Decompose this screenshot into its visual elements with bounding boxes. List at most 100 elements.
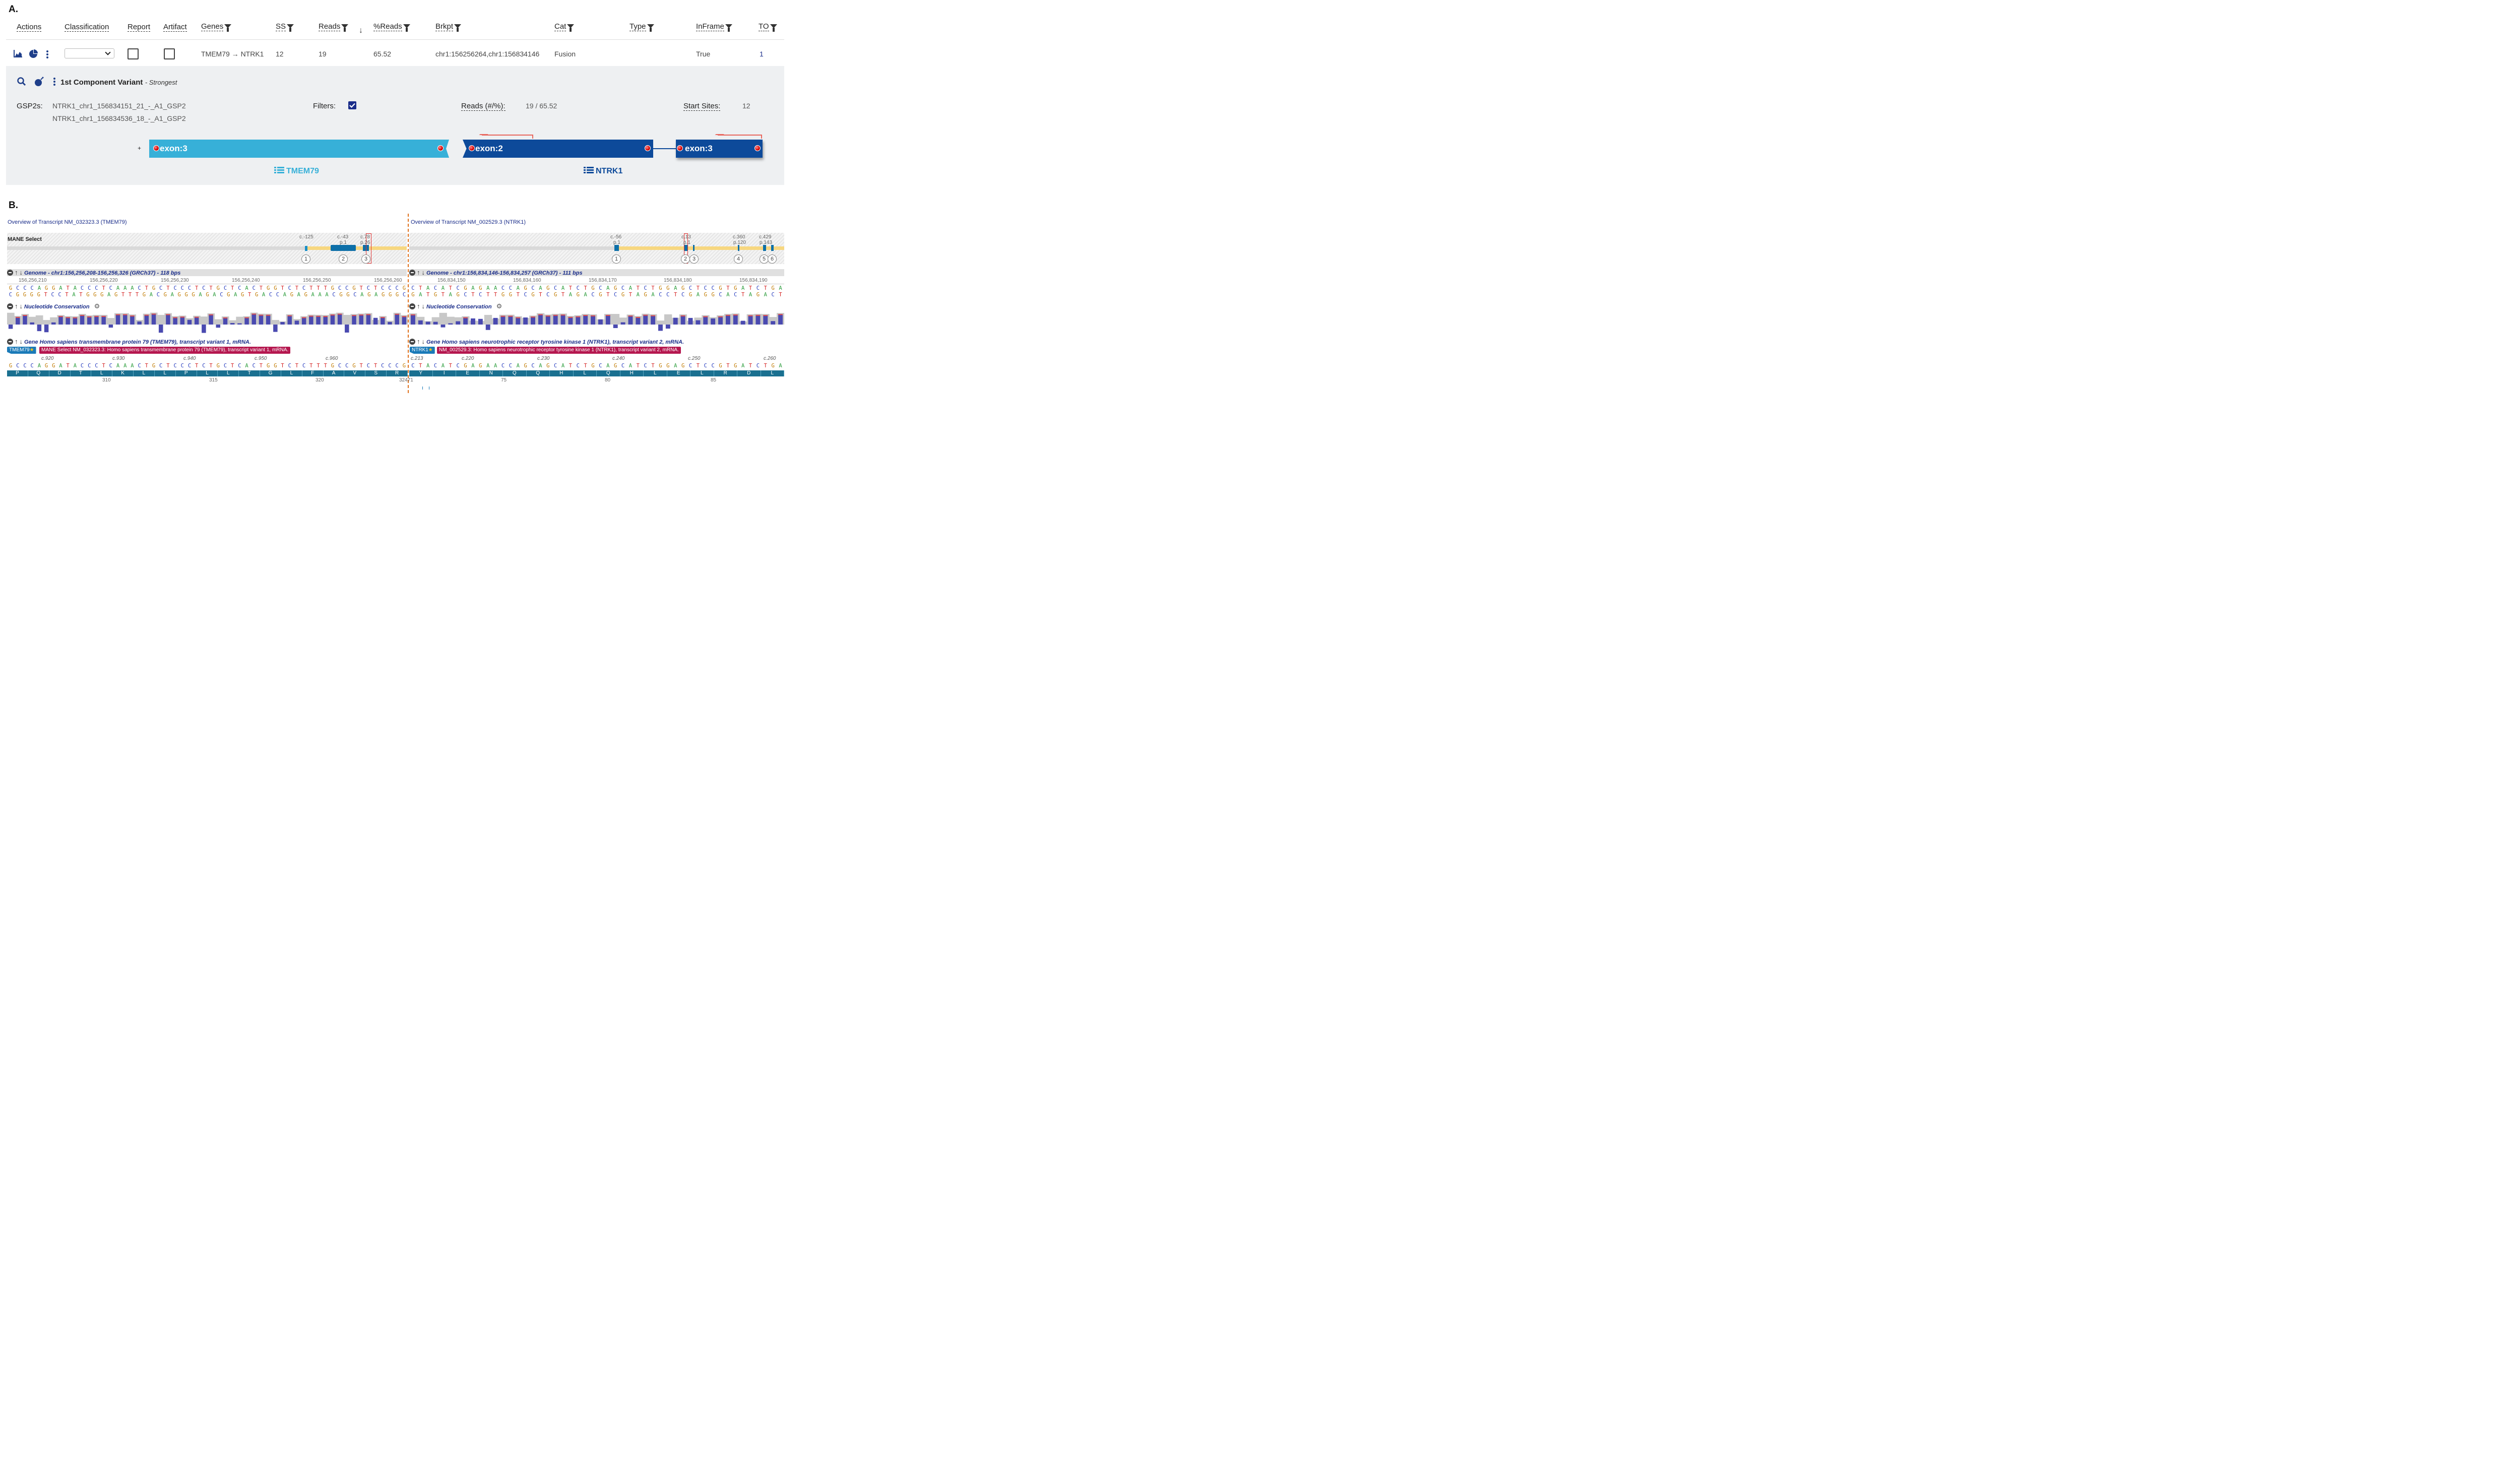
nucleotide: T <box>209 363 213 369</box>
header-genes[interactable]: Genes <box>201 22 224 31</box>
gear-icon[interactable]: ⚙ <box>496 302 502 310</box>
move-up-icon[interactable]: ↑ <box>15 338 18 345</box>
filter-icon[interactable] <box>454 24 462 32</box>
exon-block-ntrk1-2[interactable]: exon:2 <box>463 140 653 158</box>
transcript-tag-left[interactable]: MANE Select NM_032323.3: Homo sapiens tr… <box>39 347 291 354</box>
pie-chart-icon[interactable] <box>29 49 38 58</box>
nucleotide: A <box>493 285 497 291</box>
conservation-cap <box>23 315 27 316</box>
header-ss[interactable]: SS <box>276 22 286 31</box>
header-reads[interactable]: Reads <box>319 22 341 31</box>
chart-area-icon[interactable] <box>14 49 23 57</box>
genome-ruler-right: 156,834,150 156,834,160 156,834,170 156,… <box>409 277 784 284</box>
nucleotide: G <box>704 292 707 298</box>
exon-number[interactable]: 2 <box>339 254 348 264</box>
header-to[interactable]: TO <box>759 22 769 31</box>
gear-icon[interactable]: ⚙ <box>94 302 100 310</box>
conservation-bar <box>58 316 63 325</box>
nucleotide: T <box>102 363 105 369</box>
header-to-group[interactable]: TO <box>759 22 777 32</box>
gene-link-ntrk1[interactable]: NTRK1 <box>584 167 622 176</box>
exon-block-tmem79[interactable]: exon:3 <box>149 140 449 158</box>
overview-title-left[interactable]: Overview of Transcript NM_032323.3 (TMEM… <box>8 219 127 225</box>
move-down-icon[interactable]: ↓ <box>19 338 23 345</box>
collapse-icon[interactable] <box>409 339 415 345</box>
to-value[interactable]: 1 <box>760 50 764 58</box>
filter-icon[interactable] <box>287 24 294 32</box>
filter-icon[interactable] <box>647 24 654 32</box>
header-genes-group[interactable]: Genes <box>201 22 232 32</box>
nucleotide: T <box>128 292 132 298</box>
filters-checkbox[interactable] <box>348 101 356 109</box>
move-down-icon[interactable]: ↓ <box>421 338 425 345</box>
overview-title-right[interactable]: Overview of Transcript NM_002529.3 (NTRK… <box>411 219 526 225</box>
move-up-icon[interactable]: ↑ <box>15 269 18 276</box>
filter-icon[interactable] <box>770 24 777 32</box>
artifact-checkbox[interactable] <box>164 48 175 59</box>
header-pct-reads[interactable]: %Reads <box>373 22 402 31</box>
classification-select[interactable] <box>65 48 114 58</box>
collapse-icon[interactable] <box>7 303 13 309</box>
move-up-icon[interactable]: ↑ <box>15 302 18 310</box>
nucleotide: C <box>411 285 415 291</box>
move-up-icon[interactable]: ↑ <box>417 338 420 345</box>
move-down-icon[interactable]: ↓ <box>19 269 23 276</box>
filter-icon[interactable] <box>567 24 575 32</box>
filter-icon[interactable] <box>403 24 410 32</box>
header-inframe-group[interactable]: InFrame <box>696 22 732 32</box>
exon-number[interactable]: 1 <box>301 254 310 264</box>
move-down-icon[interactable]: ↓ <box>421 302 425 310</box>
move-down-icon[interactable]: ↓ <box>421 269 425 276</box>
header-type[interactable]: Type <box>629 22 646 31</box>
filter-icon[interactable] <box>725 24 732 32</box>
move-up-icon[interactable]: ↑ <box>417 269 420 276</box>
inframe-value: True <box>696 50 711 58</box>
bomb-icon[interactable] <box>34 77 44 87</box>
move-up-icon[interactable]: ↑ <box>417 302 420 310</box>
header-cat[interactable]: Cat <box>554 22 566 31</box>
exon-number[interactable]: 6 <box>768 254 777 264</box>
conservation-bar <box>44 325 49 333</box>
nucleotide: A <box>170 292 174 298</box>
header-artifact[interactable]: Artifact <box>163 23 187 32</box>
move-down-icon[interactable]: ↓ <box>19 302 23 310</box>
header-pct-reads-group[interactable]: %Reads <box>373 22 410 32</box>
collapse-icon[interactable] <box>409 303 415 309</box>
header-brkpt[interactable]: Brkpt <box>435 22 454 31</box>
exon-number[interactable]: 1 <box>612 254 621 264</box>
exon-number[interactable]: 2 <box>681 254 690 264</box>
exon-number[interactable]: 4 <box>734 254 743 264</box>
header-ss-group[interactable]: SS <box>276 22 294 32</box>
header-report[interactable]: Report <box>128 23 151 32</box>
filter-icon[interactable] <box>224 24 232 32</box>
sort-arrow-icon[interactable]: ↓ <box>359 26 363 35</box>
nucleotide: A <box>116 285 120 291</box>
conservation-bar <box>251 313 257 325</box>
gene-link-tmem79[interactable]: TMEM79 <box>274 167 319 176</box>
exon-block-ntrk1-3[interactable]: exon:3 <box>676 140 763 158</box>
search-icon[interactable] <box>17 77 26 86</box>
component-more-icon[interactable] <box>53 77 56 86</box>
exon-number[interactable]: 3 <box>689 254 699 264</box>
more-options-icon[interactable] <box>46 50 49 59</box>
nucleotide: G <box>23 292 27 298</box>
conservation-cap <box>628 315 633 317</box>
header-actions[interactable]: Actions <box>17 23 42 32</box>
exon-number[interactable]: 3 <box>361 254 370 264</box>
report-checkbox[interactable] <box>128 48 139 59</box>
collapse-icon[interactable] <box>409 270 415 276</box>
header-reads-group[interactable]: Reads <box>319 22 349 32</box>
gene-tag-tmem79[interactable]: TMEM79★ <box>7 347 36 354</box>
header-brkpt-group[interactable]: Brkpt <box>435 22 462 32</box>
filter-icon[interactable] <box>341 24 349 32</box>
header-classification[interactable]: Classification <box>65 23 109 32</box>
header-cat-group[interactable]: Cat <box>554 22 575 32</box>
collapse-icon[interactable] <box>7 270 13 276</box>
header-type-group[interactable]: Type <box>629 22 654 32</box>
collapse-icon[interactable] <box>7 339 13 345</box>
transcript-tag-right[interactable]: NM_002529.3: Homo sapiens neurotrophic r… <box>437 347 681 354</box>
header-inframe[interactable]: InFrame <box>696 22 724 31</box>
nucleotide: G <box>688 292 692 298</box>
gene-tag-ntrk1[interactable]: NTRK1★ <box>410 347 435 354</box>
